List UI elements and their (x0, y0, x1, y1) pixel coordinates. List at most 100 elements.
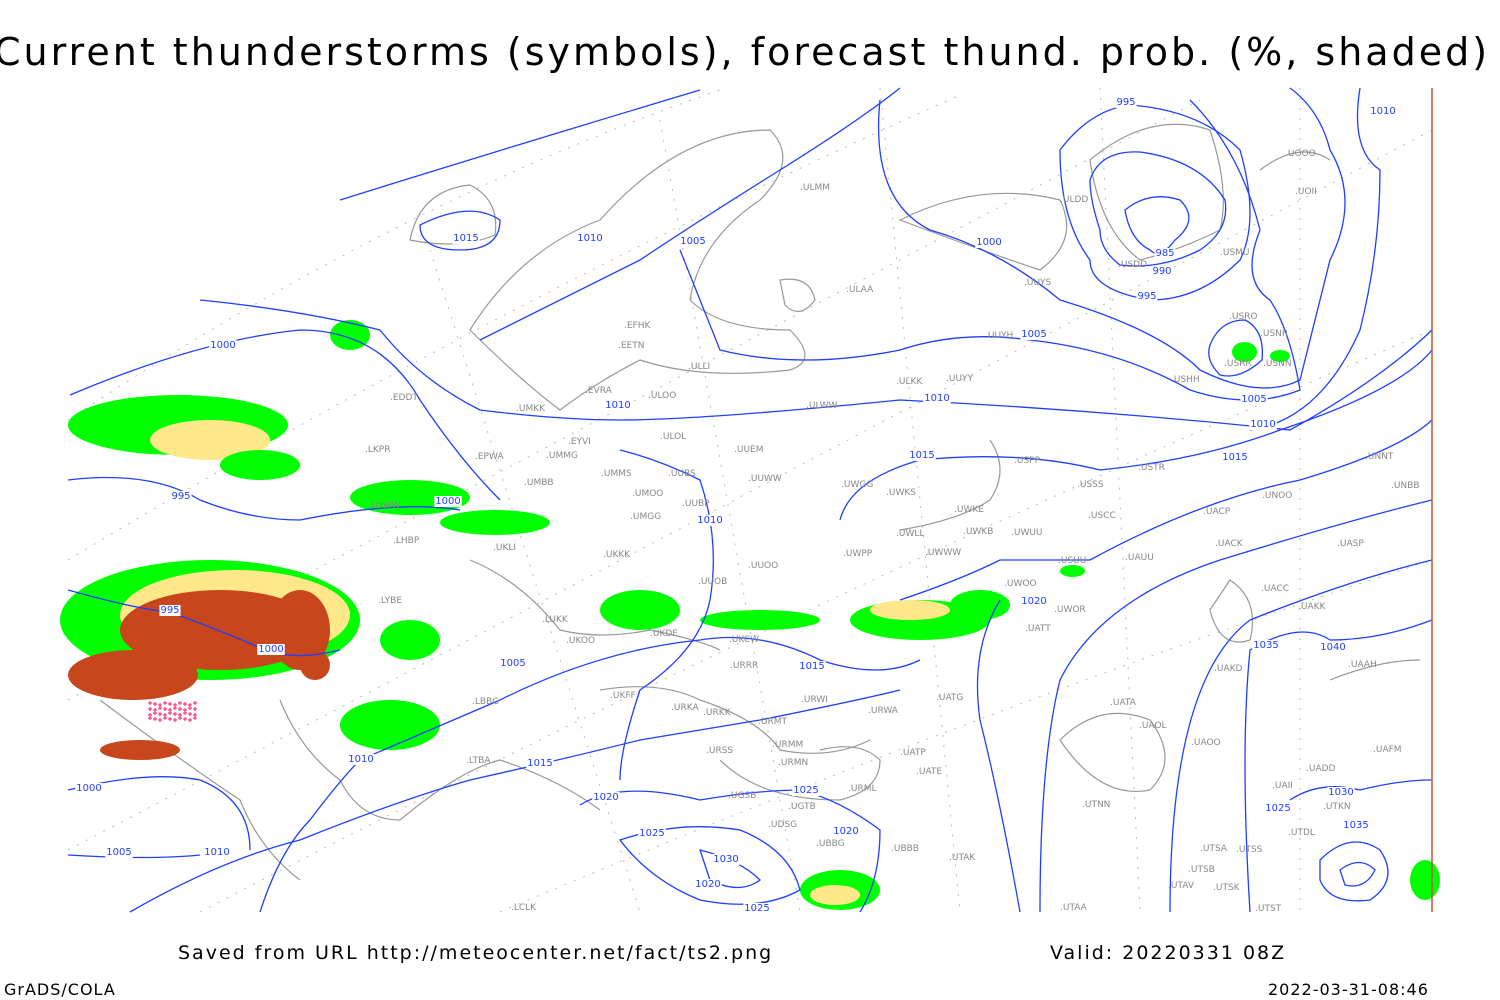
generated-timestamp: 2022-03-31-08:46 (1268, 980, 1429, 999)
station-label: .UAKK (1298, 602, 1327, 612)
station-label: .URML (848, 784, 876, 794)
station-label: .UOOO (1285, 149, 1316, 159)
isobar-label: 1035 (1343, 820, 1368, 831)
station-label: .UKKK (603, 550, 631, 560)
station-label: .LKPR (365, 445, 390, 455)
software-credit: GrADS/COLA (4, 980, 116, 999)
isobar-label-background (832, 826, 860, 837)
isobar-label: 1010 (1370, 106, 1395, 117)
isobar-label-background (1252, 640, 1280, 651)
station-label: .UACK (1215, 539, 1244, 549)
isobar-label-background (1020, 329, 1048, 340)
station-label: .UNOO (1262, 491, 1292, 501)
thunderstorm-symbol (148, 716, 152, 720)
station-label: .LBBG (472, 697, 499, 707)
valid-time-text: Valid: 20220331 08Z (1050, 942, 1287, 964)
station-label: .URMN (778, 758, 808, 768)
isobar-label-background (1327, 787, 1355, 798)
station-label: .EPWA (475, 452, 504, 462)
thunderstorm-symbol (173, 706, 177, 710)
isobar-label: 995 (1116, 97, 1135, 108)
current-thunderstorm-symbols (148, 701, 197, 722)
station-label: .USNN (1263, 359, 1292, 369)
station-label: .UTSK (1213, 883, 1241, 893)
station-label: .UWKS (886, 488, 916, 498)
isobar-label: 1020 (833, 826, 858, 837)
station-label: .UMGG (630, 512, 661, 522)
isobar-label: 1030 (713, 854, 738, 865)
station-label: .UNBB (1391, 481, 1420, 491)
thunderstorm-symbol (178, 701, 182, 705)
isobar-label-background (526, 758, 554, 769)
station-label: .UATG (936, 693, 963, 703)
station-label: .ULOO (648, 391, 676, 401)
thunderstorm-symbol (163, 716, 167, 720)
station-label: .USPP (1014, 456, 1041, 466)
station-label: .USMU (1220, 248, 1250, 258)
isobar-label: 995 (171, 491, 190, 502)
isobar-label-background (105, 847, 133, 858)
isobar-label-background (1240, 394, 1268, 405)
thunderstorm-symbol (168, 702, 172, 706)
isobar-label: 1035 (1253, 640, 1278, 651)
station-label: .USRO (1229, 312, 1258, 322)
station-label: .UTST (1255, 904, 1282, 914)
isobar-label: 1030 (1328, 787, 1353, 798)
station-label: .LOWW (368, 501, 401, 511)
isobar-label-background (1154, 248, 1176, 259)
station-label: .UWOO (1004, 579, 1037, 589)
station-label: .UTSA (1200, 844, 1228, 854)
probability-area-low (1410, 860, 1440, 900)
isobar-label-background (576, 233, 604, 244)
probability-area-low (600, 590, 680, 630)
isobar-label-background (1319, 642, 1347, 653)
station-label: .UDSG (768, 820, 797, 830)
probability-area-mid (150, 420, 270, 460)
thunderstorm-symbol (193, 701, 197, 705)
station-label: .EYVI (568, 437, 591, 447)
isobar-label: 1025 (1265, 803, 1290, 814)
station-label: .UMMS (601, 469, 632, 479)
station-label: .UWPP (843, 549, 873, 559)
probability-area-low (1232, 342, 1257, 362)
isobar-label-background (170, 491, 192, 502)
station-label: .UUWW (748, 474, 782, 484)
station-label: .UWUU (1011, 528, 1043, 538)
station-label: .UBBB (891, 844, 919, 854)
station-label: .USSS (1077, 480, 1104, 490)
station-label: .UGTB (788, 802, 816, 812)
station-label: .URMT (758, 717, 787, 727)
isobar-label-background (347, 754, 375, 765)
isobar-label-background (696, 515, 724, 526)
thunderstorm-symbol (153, 711, 157, 715)
isobar-label: 1000 (435, 496, 460, 507)
station-label: .UBBG (816, 839, 845, 849)
station-label: .ULKK (896, 377, 923, 387)
station-label: .UUBP (682, 499, 710, 509)
isobar-label-background (1020, 596, 1048, 607)
station-label: .URMM (772, 740, 803, 750)
isobar-label-background (1342, 820, 1370, 831)
isobar-label-background (203, 847, 231, 858)
isobar-label: 1000 (976, 237, 1001, 248)
thunderstorm-symbol (168, 717, 172, 721)
station-label: .USHH (1171, 375, 1200, 385)
station-label: .ULOL (660, 432, 686, 442)
station-label: .USUU (1058, 556, 1086, 566)
isobar-label-background (1369, 106, 1397, 117)
station-label: .EETN (618, 341, 644, 351)
station-label: .LCLK (511, 903, 537, 913)
station-label: .UWOR (1054, 605, 1086, 615)
station-label: .UTAV (1168, 881, 1195, 891)
station-label: .UTSS (1236, 845, 1263, 855)
station-label: .USRR (1224, 359, 1252, 369)
coastlines (99, 123, 1421, 881)
station-label: .URWI (801, 695, 828, 705)
station-label: .UWKE (954, 505, 984, 515)
station-label: .LUKK (542, 615, 569, 625)
station-label: .LTBA (466, 756, 491, 766)
station-label: .UKCW (729, 635, 759, 645)
station-label: .UMOO (632, 489, 663, 499)
isobar-label-background (452, 233, 480, 244)
